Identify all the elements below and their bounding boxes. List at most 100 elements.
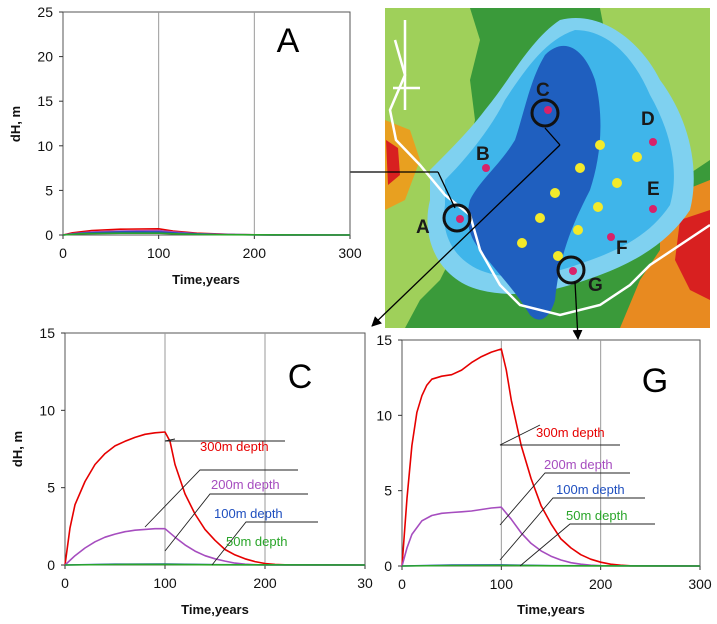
series-label: 300m depth <box>200 439 269 454</box>
series-line <box>401 564 701 567</box>
site-g-highlight <box>556 255 586 285</box>
y-tick-label: 0 <box>47 557 55 573</box>
series-label: 200m depth <box>544 457 613 472</box>
map-label-f: F <box>616 238 628 259</box>
y-tick-label: 0 <box>45 227 53 243</box>
well-marker <box>550 188 560 198</box>
chart-g: 0 100 200 300 0 5 10 15 Time,years G 300m depth 200… <box>376 332 711 617</box>
series-leader-line <box>211 521 318 566</box>
y-tick-label: 10 <box>37 138 53 154</box>
x-tick-label: 30 <box>357 575 373 591</box>
series-line <box>64 563 366 566</box>
map-label-g: G <box>588 275 603 296</box>
site-c-highlight <box>530 98 560 128</box>
y-axis-title: dH, m <box>8 106 23 142</box>
well-marker <box>632 152 642 162</box>
site-a-highlight <box>442 203 472 233</box>
series-leader-line <box>499 472 630 526</box>
map-west-peak <box>386 140 400 185</box>
series-leader-line <box>164 493 308 552</box>
series-leader-line <box>499 497 645 561</box>
site-d-marker <box>649 138 657 146</box>
x-axis-title: Time,years <box>181 602 249 617</box>
well-marker <box>553 251 563 261</box>
map-label-b: B <box>476 144 490 165</box>
injection-wells <box>517 140 642 261</box>
site-c-marker <box>544 106 552 114</box>
x-tick-label: 200 <box>589 576 613 592</box>
series-leader-line <box>144 469 298 528</box>
map-label-c: C <box>536 80 550 101</box>
series-label: 100m depth <box>556 482 625 497</box>
x-axis-title: Time,years <box>172 272 240 287</box>
x-tick-label: 200 <box>243 245 267 261</box>
y-tick-label: 0 <box>384 558 392 574</box>
y-tick-label: 15 <box>39 325 55 341</box>
map-label-a: A <box>416 217 430 238</box>
series-label: 300m depth <box>536 425 605 440</box>
panel-label: C <box>288 358 313 396</box>
x-tick-label: 0 <box>59 245 67 261</box>
connector-c <box>544 127 561 146</box>
series-label: 50m depth <box>226 534 287 549</box>
series-label: 200m depth <box>211 477 280 492</box>
site-e-marker <box>649 205 657 213</box>
y-axis-title: dH, m <box>10 431 25 467</box>
y-tick-label: 15 <box>376 332 392 348</box>
series-leader-line <box>164 438 285 442</box>
y-tick-label: 5 <box>47 480 55 496</box>
map-west-highland <box>385 120 420 210</box>
x-tick-label: 100 <box>490 576 514 592</box>
site-b-marker <box>482 164 490 172</box>
map-label-d: D <box>641 109 655 130</box>
plot-frame <box>401 339 701 567</box>
x-tick-label: 300 <box>338 245 362 261</box>
well-marker <box>517 238 527 248</box>
well-marker <box>595 140 605 150</box>
y-tick-label: 10 <box>376 407 392 423</box>
panel-label: G <box>642 362 668 400</box>
well-marker <box>575 163 585 173</box>
x-axis-title: Time,years <box>517 602 585 617</box>
series-line <box>64 431 366 566</box>
y-tick-label: 15 <box>37 93 53 109</box>
well-marker <box>612 178 622 188</box>
series-label: 50m depth <box>566 508 627 523</box>
series-label: 100m depth <box>214 506 283 521</box>
panel-label: A <box>277 22 300 60</box>
series-line <box>401 348 701 567</box>
x-tick-label: 0 <box>61 575 69 591</box>
connector-a <box>437 171 456 209</box>
well-marker <box>573 225 583 235</box>
series-leader-line <box>499 424 620 446</box>
map-label-e: E <box>647 179 660 200</box>
series-line <box>401 506 701 567</box>
series-leader-line <box>519 523 655 567</box>
map-southeast-peak <box>675 210 710 300</box>
arrow-to-chart-c <box>371 144 561 327</box>
y-tick-label: 5 <box>45 182 53 198</box>
map-deep-water <box>467 45 601 320</box>
y-tick-label: 20 <box>37 49 53 65</box>
x-tick-label: 100 <box>147 245 171 261</box>
plot-frame <box>64 332 366 566</box>
map-boundary-line <box>388 39 710 317</box>
x-tick-label: 300 <box>688 576 712 592</box>
well-marker <box>593 202 603 212</box>
observation-sites <box>456 106 657 275</box>
arrow-to-chart-g <box>572 281 583 340</box>
series-line <box>62 232 351 236</box>
x-tick-label: 200 <box>253 575 277 591</box>
site-map: A B C D E F G <box>385 8 710 328</box>
y-tick-label: 25 <box>37 4 53 20</box>
x-tick-label: 0 <box>398 576 406 592</box>
site-f-marker <box>607 233 615 241</box>
site-g-marker <box>569 267 577 275</box>
series-line <box>64 527 365 566</box>
y-tick-label: 5 <box>384 483 392 499</box>
y-tick-label: 10 <box>39 402 55 418</box>
chart-a: 0 100 200 300 0 5 10 15 20 25 Time,years dH, m A <box>8 4 362 287</box>
plot-frame <box>62 11 351 236</box>
